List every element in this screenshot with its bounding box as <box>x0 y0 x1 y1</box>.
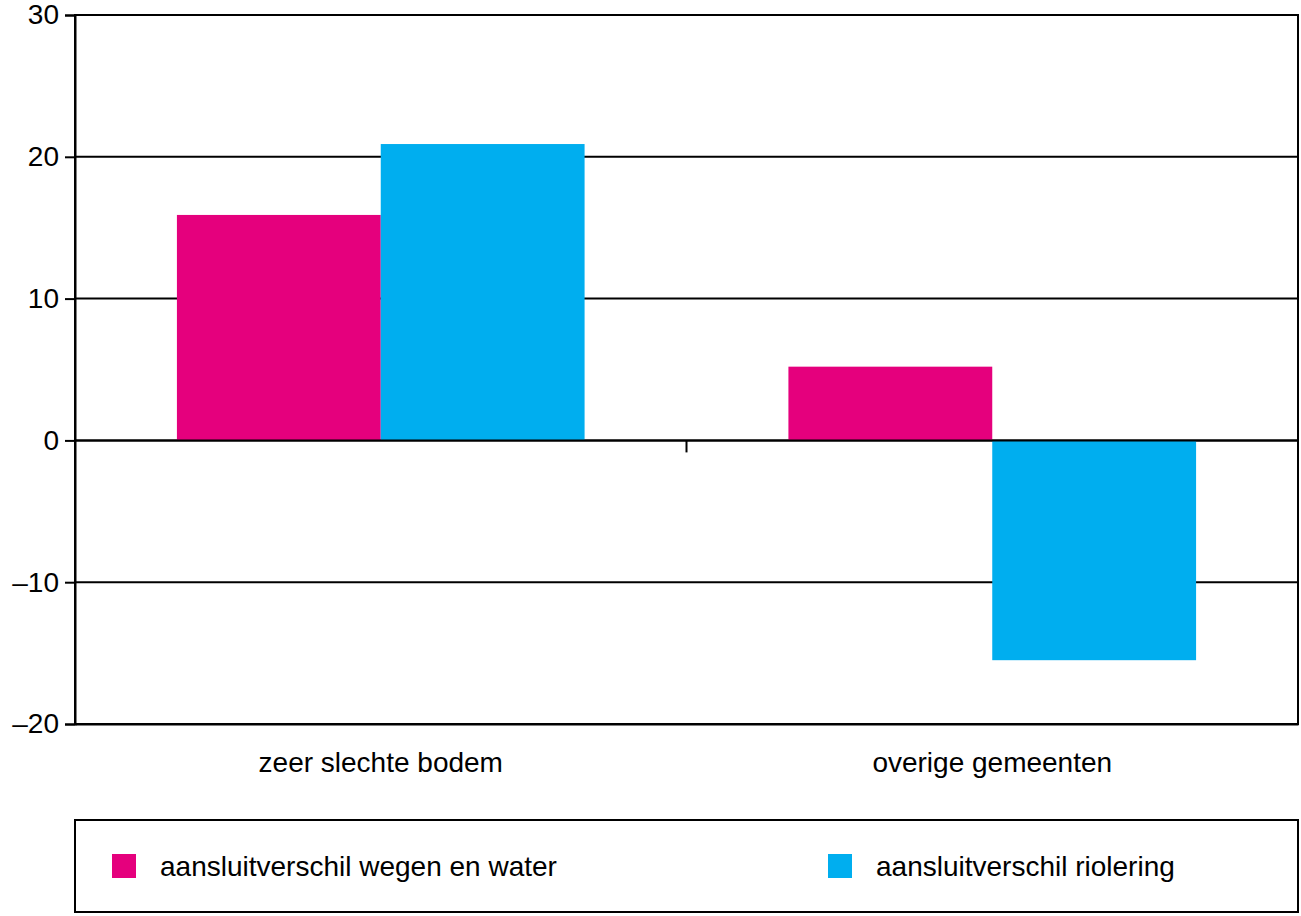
legend-label: aansluitverschil wegen en water <box>160 851 557 882</box>
category-separator <box>686 440 688 452</box>
chart: –20 –10 0 10 20 30 zeer slechte bodem overige g… <box>0 0 1301 916</box>
tick-mark <box>65 298 75 300</box>
bar <box>177 215 381 440</box>
tick: 0 <box>43 425 75 456</box>
tick-mark <box>65 156 75 158</box>
legend-label: aansluitverschil riolering <box>876 851 1175 882</box>
tick-mark <box>65 582 75 584</box>
tick-label: 10 <box>28 283 59 314</box>
tick-label: 0 <box>43 425 59 456</box>
tick-label: zeer slechte bodem <box>259 747 503 778</box>
tick-label: overige gemeenten <box>872 747 1112 778</box>
tick: 20 <box>28 141 75 172</box>
bar <box>992 440 1196 660</box>
tick-label: –20 <box>12 708 59 739</box>
bar <box>381 144 585 440</box>
tick: zeer slechte bodem <box>259 724 503 778</box>
tick-label: –10 <box>12 567 59 598</box>
legend-box <box>75 820 1298 912</box>
grid-line <box>75 156 1298 158</box>
tick-mark <box>65 440 75 442</box>
axis-line <box>76 724 1299 726</box>
grid <box>75 15 1298 724</box>
tick: overige gemeenten <box>872 724 1112 778</box>
bars <box>177 144 1196 660</box>
tick: –10 <box>12 567 75 598</box>
legend-swatch <box>112 854 136 878</box>
x-axis: zeer slechte bodem overige gemeenten <box>76 724 1299 778</box>
tick: 30 <box>28 0 75 30</box>
tick-label: 30 <box>28 0 59 30</box>
tick-mark <box>65 724 75 726</box>
bar <box>788 367 992 441</box>
axis-line <box>65 16 76 725</box>
legend: aansluitverschil wegen en water aansluitv… <box>75 820 1298 912</box>
legend-swatch <box>828 854 852 878</box>
plot-frame <box>75 15 1298 724</box>
bar-series <box>381 144 1196 660</box>
y-axis: –20 –10 0 10 20 30 <box>12 0 75 739</box>
tick-mark <box>65 15 75 17</box>
tick: –20 <box>12 708 75 739</box>
tick: 10 <box>28 283 75 314</box>
tick-label: 20 <box>28 141 59 172</box>
